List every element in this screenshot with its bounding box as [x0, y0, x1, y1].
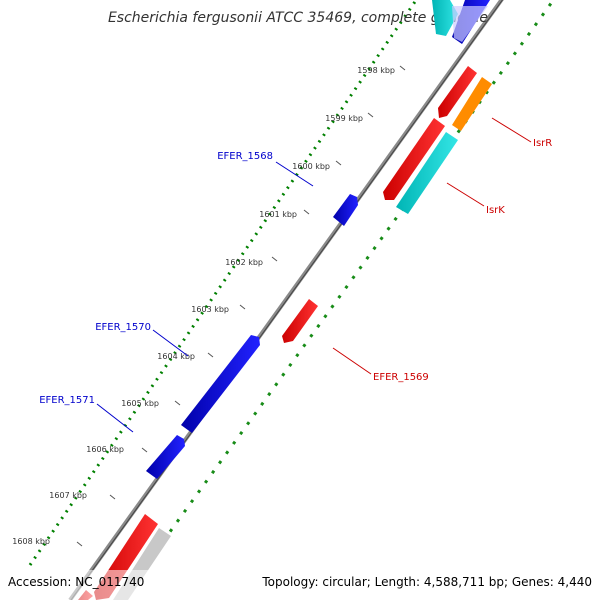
- rna-isrr[interactable]: [452, 77, 492, 131]
- tick-label-1602: 1602 kbp: [225, 258, 263, 267]
- tick-label-1598: 1598 kbp: [357, 66, 395, 75]
- genome-backbone: [68, 0, 504, 600]
- gene-top-red-a[interactable]: [438, 66, 477, 118]
- callout-isrk: [446, 182, 485, 207]
- rna-isrk[interactable]: [396, 132, 458, 214]
- gene-top-red-b[interactable]: [383, 118, 445, 200]
- label-efer-1568: EFER_1568: [217, 151, 273, 162]
- label-isrk: IsrK: [486, 205, 505, 216]
- callout-efer-1570: [152, 329, 189, 357]
- tick-label-1603: 1603 kbp: [191, 305, 229, 314]
- map-title: Escherichia fergusonii ATCC 35469, compl…: [108, 10, 488, 26]
- callout-efer-1568: [275, 161, 314, 187]
- genome-backbone-highlight: [70, 0, 504, 600]
- genome-summary-text: Topology: circular; Length: 4,588,711 bp…: [261, 575, 592, 589]
- tick-label-1601: 1601 kbp: [259, 210, 297, 219]
- rna-top-lightblue[interactable]: [452, 6, 488, 42]
- label-isrr: IsrR: [533, 138, 552, 149]
- footer-backdrop: [0, 570, 600, 600]
- accession-text: Accession: NC_011740: [8, 575, 144, 589]
- tick-label-1608: 1608 kbp: [12, 537, 50, 546]
- gene-efer-1568[interactable]: [333, 194, 358, 226]
- tick-label-1600: 1600 kbp: [292, 162, 330, 171]
- gc-skew-track-outer: [126, 1, 554, 591]
- gene-efer-1570[interactable]: [181, 335, 260, 433]
- tick-label-1599: 1599 kbp: [325, 114, 363, 123]
- tick-label-1605: 1605 kbp: [121, 399, 159, 408]
- tick-label-1604: 1604 kbp: [157, 352, 195, 361]
- label-efer-1571: EFER_1571: [39, 395, 95, 406]
- gc-skew-track-inner: [28, 0, 418, 566]
- callout-efer-1569: [332, 347, 372, 375]
- tick-label-1607: 1607 kbp: [49, 491, 87, 500]
- tick-marks: [76, 65, 406, 547]
- gene-efer-1569[interactable]: [282, 299, 318, 343]
- callout-isrr: [491, 117, 532, 143]
- callout-efer-1571: [96, 403, 134, 433]
- label-efer-1569: EFER_1569: [373, 372, 429, 383]
- tick-label-1606: 1606 kbp: [86, 445, 124, 454]
- label-efer-1570: EFER_1570: [95, 322, 151, 333]
- gene-efer-1571[interactable]: [146, 435, 185, 479]
- rna-top-cyan[interactable]: [432, 0, 458, 36]
